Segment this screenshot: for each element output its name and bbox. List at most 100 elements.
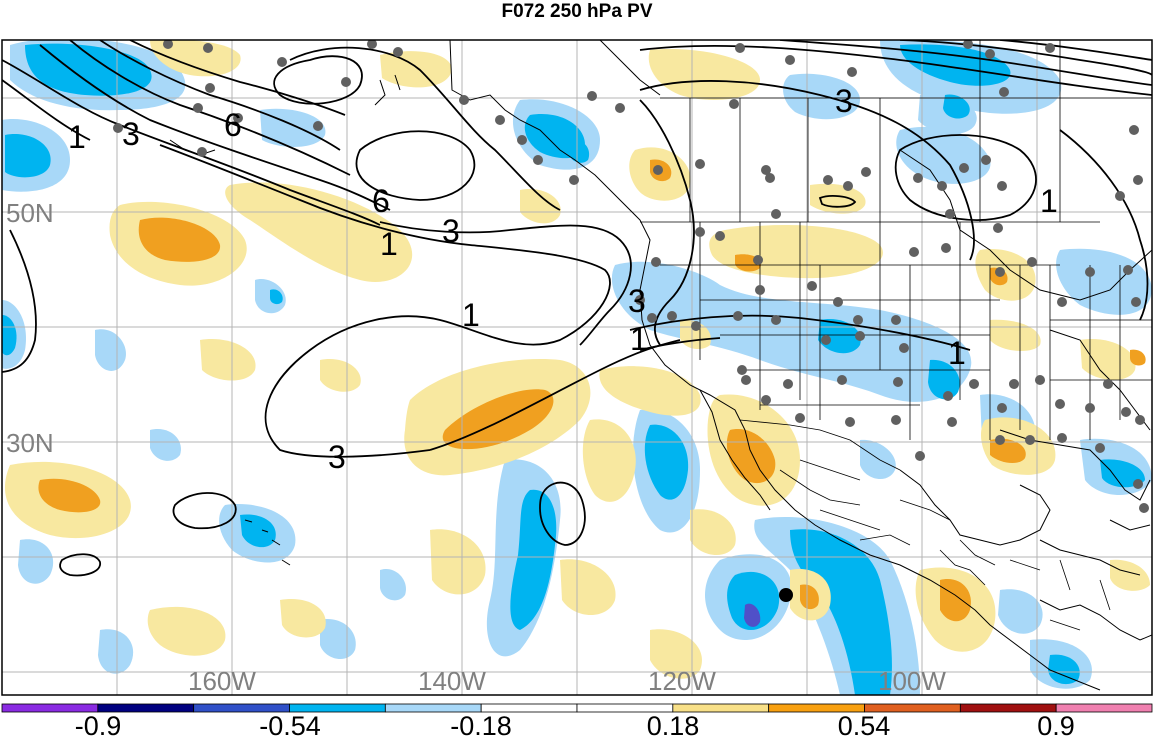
station-dot	[569, 175, 579, 185]
station-dot	[821, 335, 831, 345]
contour-label: 1	[462, 297, 480, 333]
station-dot	[233, 113, 243, 123]
station-dot	[495, 115, 505, 125]
station-dot	[993, 223, 1003, 233]
station-dot	[1009, 379, 1019, 389]
contour-label: 3	[122, 116, 140, 152]
station-dot	[533, 155, 543, 165]
colorbar-label: -0.9	[75, 711, 122, 739]
station-dot	[909, 247, 919, 257]
station-dot	[783, 379, 793, 389]
station-dot	[941, 243, 951, 253]
lat-label-50n: 50N	[6, 198, 54, 228]
station-dot	[1135, 415, 1145, 425]
station-dot	[1133, 479, 1143, 489]
station-dot	[761, 165, 771, 175]
station-dot	[855, 331, 865, 341]
station-dot	[695, 159, 705, 169]
station-dot	[969, 379, 979, 389]
station-dot	[963, 40, 973, 49]
contour-label: 1	[380, 226, 398, 262]
contour-label: 6	[372, 183, 390, 219]
contour-label: 3	[442, 213, 460, 249]
lon-label-120w: 120W	[648, 666, 716, 696]
station-dot	[197, 147, 207, 157]
lon-label-140w: 140W	[418, 666, 486, 696]
station-dot	[937, 181, 947, 191]
colorbar-label: -0.18	[450, 711, 512, 739]
station-dot	[1095, 443, 1105, 453]
political-borders	[640, 40, 1152, 631]
station-dot	[1103, 379, 1113, 389]
station-dot	[1129, 125, 1139, 135]
station-dot	[1027, 257, 1037, 267]
station-dot	[393, 47, 403, 57]
station-dot	[981, 155, 991, 165]
station-dot	[587, 91, 597, 101]
contour-labels: 1 3 6 6 3 1 3 1 3 1 1 1 3	[68, 83, 1058, 475]
station-dot	[853, 315, 863, 325]
station-dot	[861, 167, 871, 177]
station-dot	[517, 135, 527, 145]
contour-label: 1	[1040, 183, 1058, 219]
station-dot	[163, 40, 173, 49]
station-dot	[1045, 43, 1055, 53]
station-dot	[785, 55, 795, 65]
station-dot	[943, 391, 953, 401]
station-dot	[367, 40, 377, 49]
station-dot	[823, 175, 833, 185]
station-dot	[891, 415, 901, 425]
station-dot	[843, 181, 853, 191]
station-dot	[995, 435, 1005, 445]
station-dot	[341, 77, 351, 87]
station-dot	[651, 257, 661, 267]
station-dot	[729, 99, 739, 109]
station-dot	[459, 95, 469, 105]
station-dot	[737, 365, 747, 375]
station-dot	[1035, 375, 1045, 385]
station-dot	[837, 375, 847, 385]
station-dot	[999, 87, 1009, 97]
station-dot	[1085, 267, 1095, 277]
station-dot	[847, 67, 857, 77]
station-dot	[1139, 503, 1149, 513]
contour-label: 3	[835, 83, 853, 119]
station-dot	[667, 311, 677, 321]
station-dot	[741, 375, 751, 385]
colorbar-label: -0.54	[259, 711, 321, 739]
station-dot	[761, 395, 771, 405]
station-dot	[647, 313, 657, 323]
station-dot	[753, 255, 763, 265]
station-dot	[913, 173, 923, 183]
station-dot	[771, 315, 781, 325]
station-dot	[733, 311, 743, 321]
contour-label: 6	[224, 107, 242, 143]
lat-label-30n: 30N	[6, 428, 54, 458]
station-dot	[1025, 435, 1035, 445]
station-dot	[959, 163, 969, 173]
station-dot	[205, 83, 215, 93]
negative-anomaly-shading	[2, 40, 1152, 695]
colorbar-labels: -0.9 -0.54 -0.18 0.18 0.54 0.9	[75, 711, 1075, 739]
contour-label: 1	[630, 321, 648, 357]
station-dot	[635, 295, 645, 305]
station-dot	[985, 49, 995, 59]
station-dot	[995, 267, 1005, 277]
station-dot	[695, 227, 705, 237]
station-dot	[755, 285, 765, 295]
station-dot	[1131, 297, 1141, 307]
station-dot	[203, 43, 213, 53]
station-dot	[193, 103, 203, 113]
station-dot	[277, 57, 287, 67]
station-dot	[833, 297, 843, 307]
colorbar	[1, 703, 1153, 713]
station-dot	[715, 231, 725, 241]
station-dot	[653, 165, 663, 175]
station-dot	[845, 417, 855, 427]
station-dot	[1123, 265, 1133, 275]
station-dot	[947, 417, 957, 427]
station-dot	[691, 321, 701, 331]
colorbar-label: 0.18	[647, 711, 700, 739]
contour-label: 3	[628, 283, 646, 319]
